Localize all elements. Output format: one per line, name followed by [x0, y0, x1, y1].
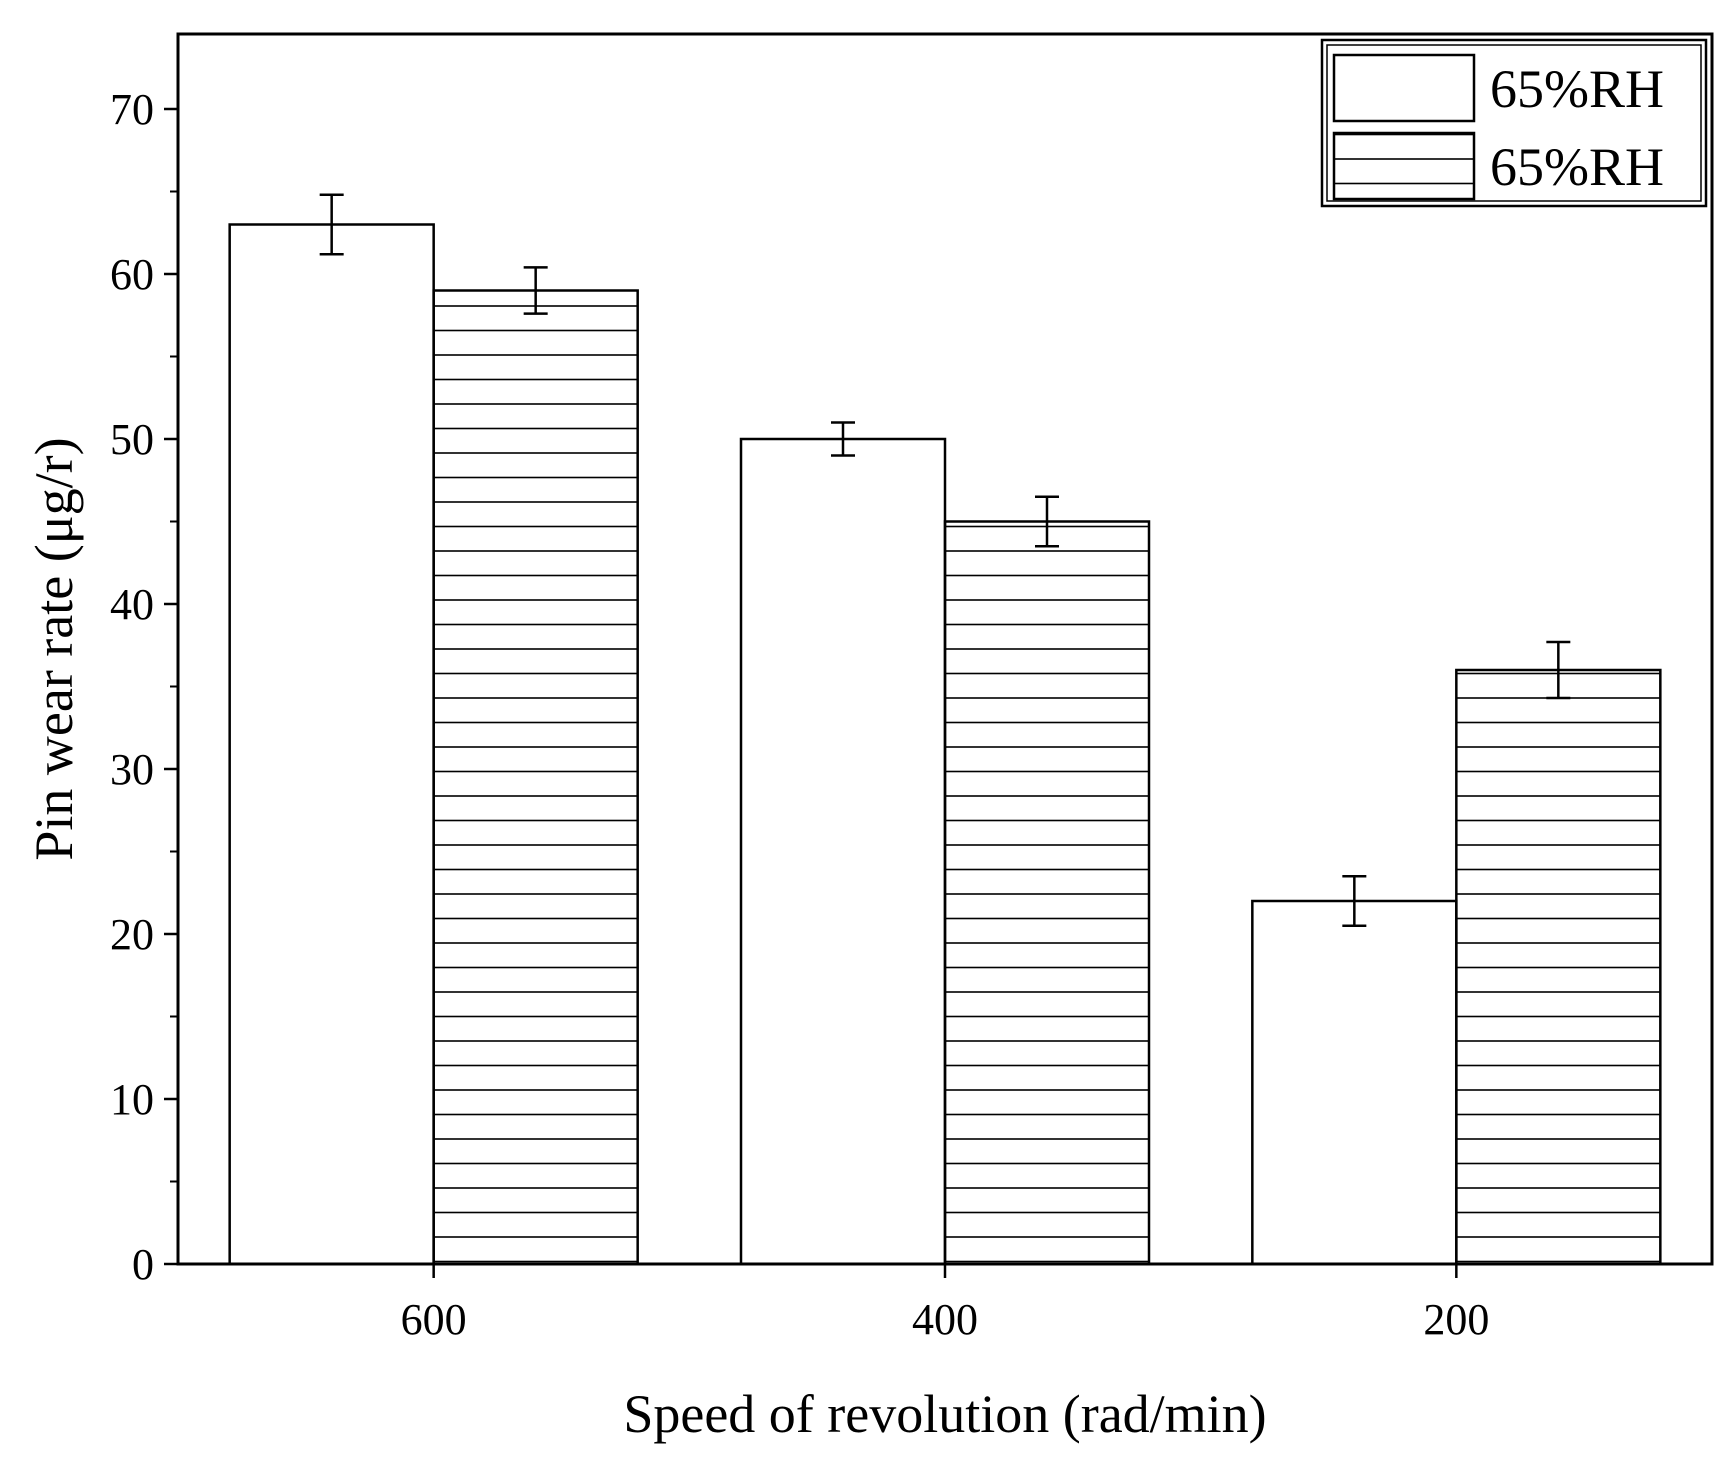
y-tick-label-50: 50 [110, 415, 154, 464]
legend-inner-border [1326, 44, 1702, 202]
bars-layer [228, 223, 1662, 1266]
y-tick-label-30: 30 [110, 745, 154, 794]
y-tick-label-40: 40 [110, 580, 154, 629]
x-tick-label-600: 600 [401, 1295, 467, 1344]
y-tick-label-70: 70 [110, 85, 154, 134]
y-tick-label-0: 0 [132, 1240, 154, 1289]
error-bar-hatched-600 [523, 266, 548, 315]
bar-plain-200 [1251, 899, 1458, 1266]
y-tick-label-60: 60 [110, 250, 154, 299]
legend-swatch-plain [1332, 53, 1476, 123]
error-bar-plain-600 [319, 193, 344, 256]
legend: 65%RH 65%RH [1320, 38, 1708, 208]
bar-hatched-400 [943, 520, 1151, 1266]
legend-label-plain: 65%RH [1490, 59, 1664, 119]
y-tick-label-10: 10 [110, 1075, 154, 1124]
legend-label-hatched: 65%RH [1490, 137, 1664, 197]
error-bar-hatched-400 [1035, 495, 1059, 548]
x-axis: 600 400 200 [401, 1264, 1489, 1344]
y-axis: 0 10 20 30 40 50 60 70 [110, 85, 178, 1289]
error-bar-hatched-200 [1546, 640, 1571, 700]
bar-plain-400 [739, 437, 947, 1266]
error-bar-plain-200 [1342, 875, 1367, 927]
error-bar-plain-400 [831, 421, 855, 457]
error-bars-layer [319, 193, 1571, 927]
x-tick-label-400: 400 [912, 1295, 978, 1344]
bar-plain-600 [228, 223, 435, 1266]
bar-hatched-600 [432, 289, 639, 1266]
y-axis-title: Pin wear rate (μg/r) [24, 437, 84, 860]
x-tick-label-200: 200 [1423, 1295, 1489, 1344]
y-tick-label-20: 20 [110, 910, 154, 959]
bar-hatched-200 [1455, 668, 1662, 1266]
legend-swatch-hatched [1332, 131, 1476, 201]
x-axis-title: Speed of revolution (rad/min) [623, 1384, 1266, 1444]
